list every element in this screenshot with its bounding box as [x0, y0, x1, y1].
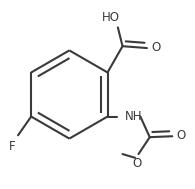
Text: HO: HO — [102, 11, 120, 24]
Text: O: O — [132, 157, 141, 170]
Text: O: O — [177, 129, 186, 142]
Text: F: F — [9, 140, 16, 153]
Text: O: O — [151, 41, 160, 54]
Text: NH: NH — [124, 110, 142, 123]
